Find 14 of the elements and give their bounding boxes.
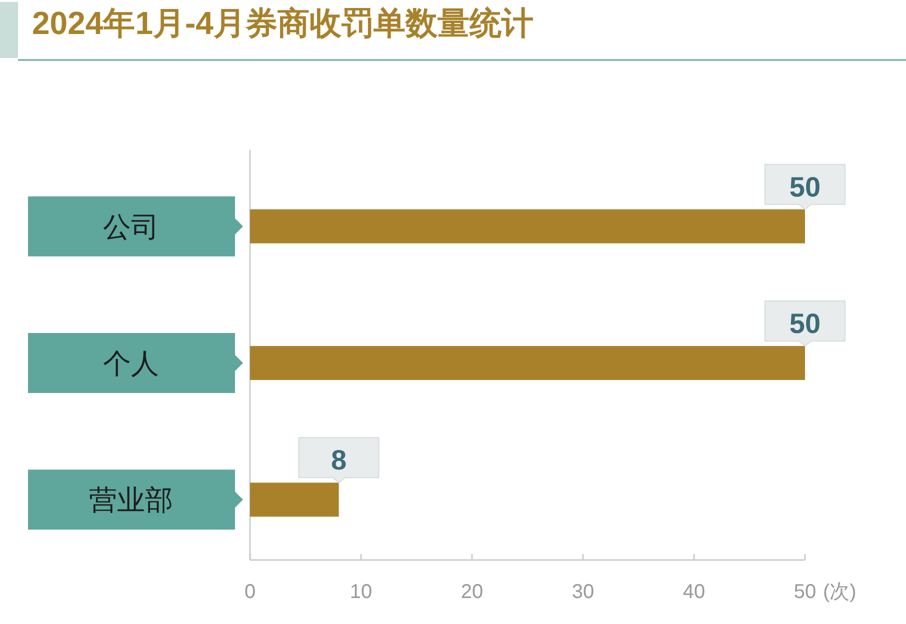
x-tick-label: 30	[572, 581, 594, 603]
data-label: 50	[789, 171, 821, 202]
x-tick-label: 20	[460, 581, 484, 603]
x-axis-title: (次)	[823, 581, 856, 603]
data-label: 50	[789, 308, 821, 339]
y-tick-label: 公司	[103, 211, 159, 242]
x-tick-label: 10	[350, 581, 372, 603]
x-tick-label: 50	[794, 581, 816, 603]
y-tick-label: 营业部	[89, 484, 173, 516]
chart-title: 2024年1月-4月券商收罚单数量统计	[32, 5, 534, 41]
x-tick-label: 0	[244, 581, 256, 603]
data-label: 8	[331, 444, 347, 476]
y-tick-label: 个人	[103, 348, 159, 379]
x-tick-label: 40	[682, 581, 706, 603]
